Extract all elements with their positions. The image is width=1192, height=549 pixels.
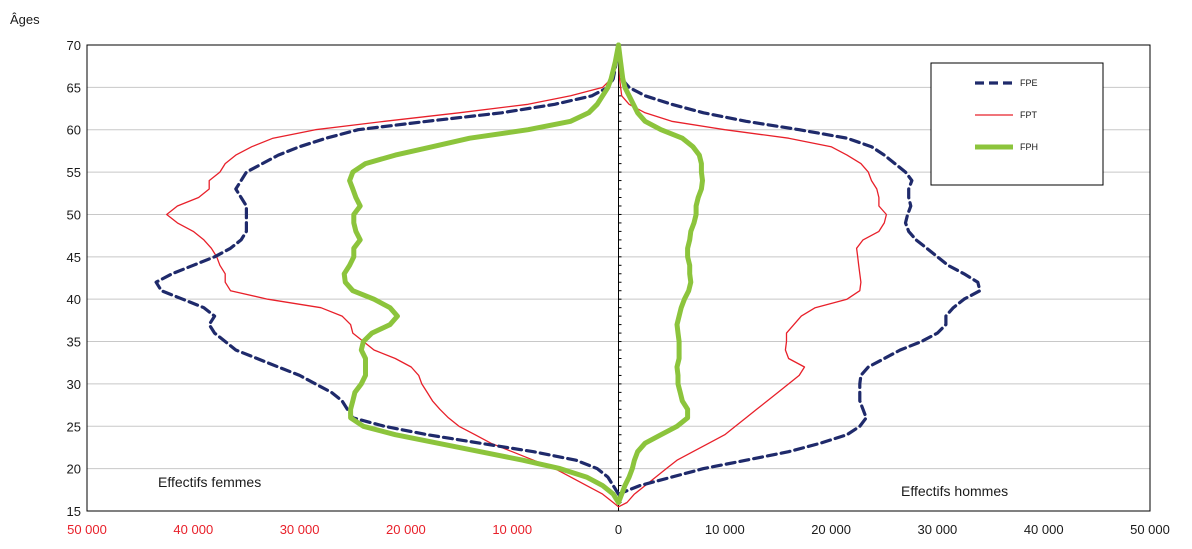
legend-label-fpe: FPE	[1020, 78, 1038, 88]
x-tick-label: 10 000	[705, 522, 745, 537]
y-tick-label: 15	[67, 504, 81, 519]
x-tick-label: 50 000	[1130, 522, 1170, 537]
series-layer	[154, 42, 982, 508]
y-axis-title: Âges	[10, 12, 40, 27]
x-tick-label: 40 000	[173, 522, 213, 537]
series-fpt-men	[617, 44, 888, 508]
x-tick-label: 40 000	[1024, 522, 1064, 537]
series-fpe-men	[616, 43, 982, 496]
y-tick-label: 55	[67, 165, 81, 180]
legend: FPE FPT FPH	[930, 62, 1104, 186]
y-tick-label: 25	[67, 419, 81, 434]
x-tick-label: 50 000	[67, 522, 107, 537]
y-tick-labels: 15 20 25 30 35 40 45 50 55 60 65 70	[67, 38, 81, 519]
y-tick-label: 60	[67, 123, 81, 138]
x-tick-label: 30 000	[280, 522, 320, 537]
legend-label-fpt: FPT	[1020, 110, 1038, 120]
y-tick-label: 70	[67, 38, 81, 53]
x-tick-label: 20 000	[386, 522, 426, 537]
center-axis	[618, 44, 622, 512]
y-tick-label: 65	[67, 80, 81, 95]
annotation-men: Effectifs hommes	[901, 483, 1008, 499]
x-tick-labels: 50 000 40 000 30 000 20 000 10 000 0 10 000 20 …	[67, 522, 1170, 537]
annotation-women: Effectifs femmes	[158, 474, 261, 490]
series-fpt-women	[166, 44, 620, 508]
series-fpe-women	[154, 43, 621, 496]
series-fph-men	[616, 42, 705, 505]
y-tick-label: 50	[67, 207, 81, 222]
y-tick-label: 45	[67, 250, 81, 265]
x-tick-label: 0	[615, 522, 622, 537]
x-tick-label: 30 000	[918, 522, 958, 537]
legend-box	[930, 62, 1104, 186]
legend-label-fph: FPH	[1020, 142, 1038, 152]
y-tick-label: 40	[67, 292, 81, 307]
x-tick-label: 10 000	[492, 522, 532, 537]
x-tick-label: 20 000	[811, 522, 851, 537]
y-tick-label: 30	[67, 377, 81, 392]
y-tick-label: 20	[67, 462, 81, 477]
y-tick-label: 35	[67, 335, 81, 350]
series-fph-women	[341, 42, 621, 505]
